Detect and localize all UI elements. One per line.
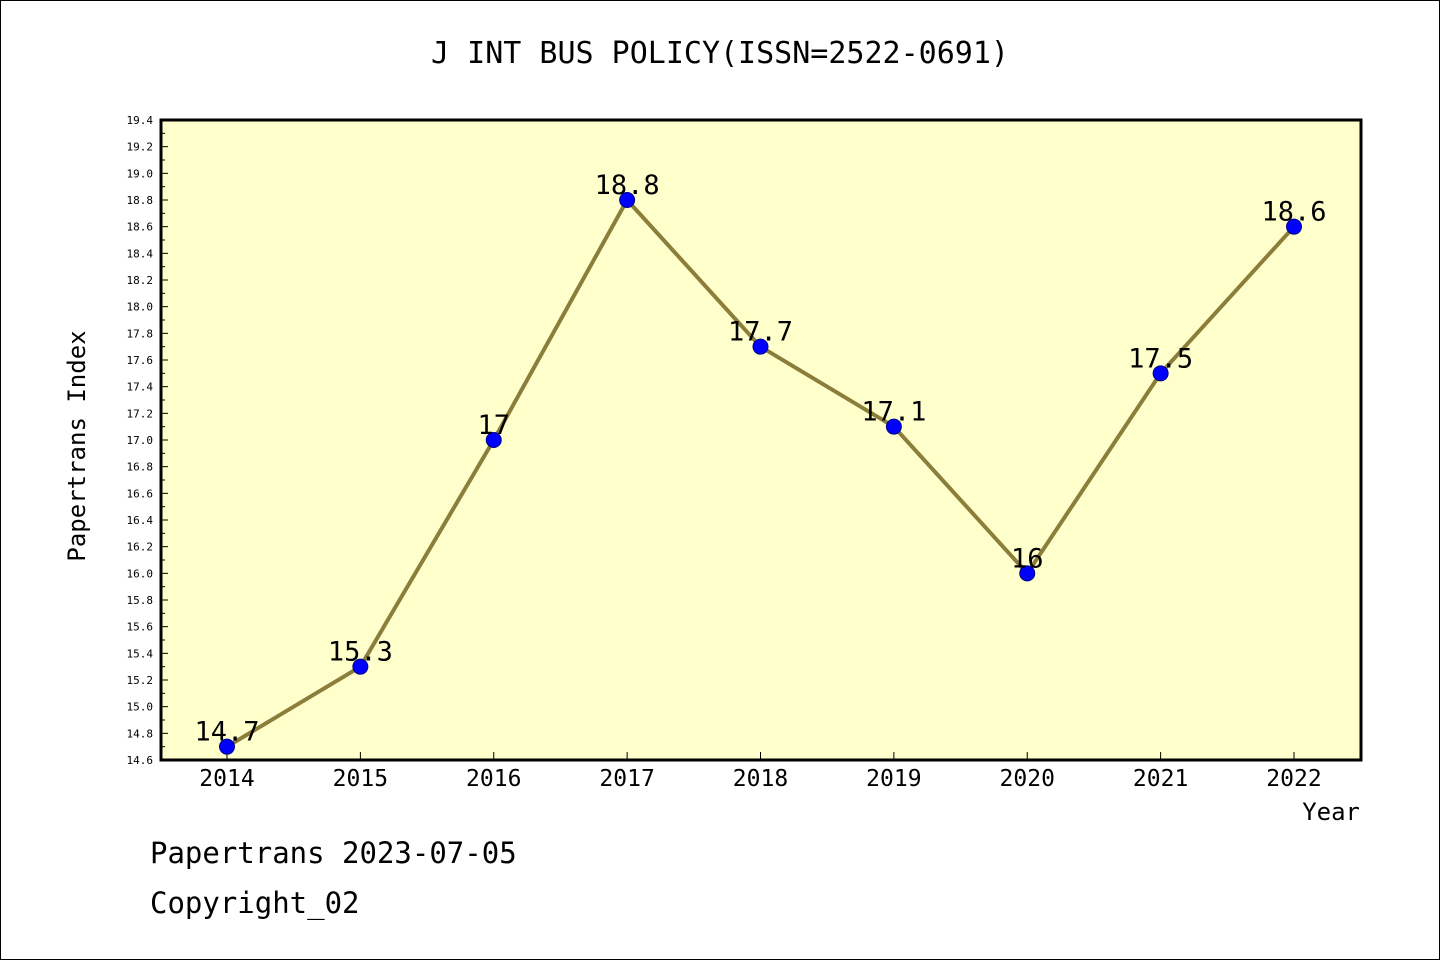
y-tick-label: 16.2 — [127, 541, 154, 554]
y-tick-label: 18.2 — [127, 274, 154, 287]
series-markers — [219, 192, 1302, 755]
data-point — [1152, 365, 1169, 382]
data-label: 16 — [1011, 543, 1044, 574]
data-label: 18.6 — [1261, 197, 1326, 228]
y-tick-label: 16.6 — [127, 487, 154, 500]
y-tick-label: 15.2 — [127, 674, 154, 687]
y-tick-label: 17.2 — [127, 407, 154, 420]
y-tick-label: 15.8 — [127, 594, 154, 607]
y-tick-label: 16.8 — [127, 461, 154, 474]
data-point — [485, 432, 502, 448]
data-label: 17.7 — [728, 317, 793, 348]
data-point — [885, 418, 902, 435]
footer-copyright: Copyright_02 — [150, 886, 360, 920]
y-tick-label: 18.6 — [127, 221, 154, 234]
data-label: 14.7 — [194, 717, 259, 748]
x-tick-label: 2019 — [866, 766, 921, 792]
y-tick-label: 17.8 — [127, 327, 154, 340]
y-tick-label: 19.2 — [127, 141, 154, 154]
data-label: 17.1 — [861, 397, 926, 428]
data-point — [352, 658, 369, 675]
y-tick-label: 18.8 — [127, 194, 154, 207]
data-point — [219, 738, 235, 755]
y-tick-label: 18.0 — [127, 301, 154, 314]
y-tick-label: 19.4 — [127, 114, 154, 127]
x-tick-label: 2022 — [1266, 766, 1321, 792]
y-tick-label: 19.0 — [127, 167, 154, 180]
x-tick-label: 2014 — [199, 766, 254, 792]
y-tick-label: 17.6 — [127, 354, 154, 367]
data-point — [619, 192, 636, 208]
y-tick-label: 15.4 — [127, 647, 154, 660]
data-point — [752, 338, 769, 355]
x-tick-label: 2021 — [1133, 766, 1188, 792]
y-tick-label: 16.4 — [127, 514, 154, 527]
y-axis-ticks: 14.6 14.8 15.0 15.2 15.4 15.6 15.8 16.0 16.2 16.4… — [127, 114, 168, 767]
y-tick-label: 17.4 — [127, 381, 154, 394]
data-point — [1286, 218, 1302, 235]
data-label: 18.8 — [595, 170, 660, 201]
x-axis-label: Year — [1302, 798, 1360, 826]
x-axis-ticks: 2014 2015 2016 2017 2018 2019 2020 2021 2022 — [199, 752, 1322, 792]
y-tick-label: 15.6 — [127, 621, 154, 634]
y-axis-label: Papertrans Index — [63, 330, 91, 561]
y-tick-label: 14.6 — [127, 754, 154, 767]
y-tick-label: 18.4 — [127, 247, 154, 260]
x-tick-label: 2016 — [466, 766, 521, 792]
plot-border — [159, 118, 1363, 762]
x-tick-label: 2020 — [1000, 766, 1055, 792]
data-label: 17 — [477, 410, 510, 441]
x-tick-label: 2017 — [599, 766, 654, 792]
y-tick-label: 14.8 — [127, 727, 154, 740]
x-tick-label: 2018 — [733, 766, 788, 792]
data-labels: 14.7 15.3 17 18.8 17.7 17.1 16 17.5 18.6 — [194, 170, 1326, 748]
y-tick-label: 17.0 — [127, 434, 154, 447]
chart-title: J INT BUS POLICY(ISSN=2522-0691) — [431, 36, 1009, 71]
data-label: 17.5 — [1128, 343, 1193, 374]
plot-area — [161, 120, 1361, 760]
y-tick-label: 16.0 — [127, 567, 154, 580]
x-tick-label: 2015 — [333, 766, 388, 792]
data-point — [1019, 565, 1036, 582]
data-label: 15.3 — [328, 637, 393, 668]
footer-date: Papertrans 2023-07-05 — [150, 836, 517, 870]
y-tick-label: 15.0 — [127, 701, 154, 714]
